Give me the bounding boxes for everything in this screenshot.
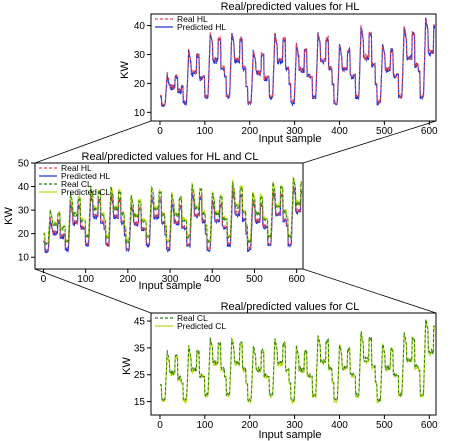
chart-cl: Real/predicted values for CL Input sampl… xyxy=(121,301,438,441)
legend-label: Predicted CL xyxy=(61,187,110,197)
x-tick-label: 300 xyxy=(162,274,179,285)
x-tick-label: 200 xyxy=(241,126,258,137)
y-tick-label: 35 xyxy=(134,343,146,354)
x-tick-label: 0 xyxy=(41,274,47,285)
series-group xyxy=(160,319,435,405)
x-tick-label: 300 xyxy=(286,126,303,137)
legend-label: Real CL xyxy=(61,179,92,189)
x-tick-label: 400 xyxy=(331,126,348,137)
x-axis-label: Input sample xyxy=(139,280,202,292)
y-tick-label: 50 xyxy=(18,159,30,170)
x-tick-label: 100 xyxy=(197,126,214,137)
x-tick-label: 0 xyxy=(157,420,163,431)
x-axis-label: Input sample xyxy=(259,429,322,441)
x-tick-label: 500 xyxy=(246,274,263,285)
x-tick-label: 600 xyxy=(421,420,438,431)
y-tick-label: 30 xyxy=(18,206,30,217)
y-tick-label: 20 xyxy=(18,229,30,240)
legend-label: Real HL xyxy=(177,14,208,24)
series-line-real-hl xyxy=(43,185,302,253)
x-axis-label: Input sample xyxy=(259,133,322,145)
plot-area xyxy=(34,162,304,270)
chart-hl-cl: Real/predicted values for HL and CL Inpu… xyxy=(3,151,305,292)
x-tick-label: 400 xyxy=(331,420,348,431)
y-tick-label: 25 xyxy=(134,370,146,381)
x-tick-label: 600 xyxy=(421,126,438,137)
legend-label: Predicted HL xyxy=(177,22,226,32)
y-tick-label: 10 xyxy=(134,108,146,119)
connector-line xyxy=(34,268,152,314)
y-tick-label: 10 xyxy=(18,253,30,264)
series-group xyxy=(43,176,302,254)
y-tick-label: 45 xyxy=(134,317,146,328)
series-line-real-cl xyxy=(43,178,302,247)
x-tick-label: 300 xyxy=(286,420,303,431)
x-tick-label: 100 xyxy=(197,420,214,431)
y-tick-label: 15 xyxy=(134,397,146,408)
connector-line xyxy=(34,120,152,164)
legend-label: Real CL xyxy=(177,313,208,323)
chart-title: Real/predicted values for CL xyxy=(221,301,360,313)
x-tick-label: 0 xyxy=(157,126,163,137)
series-group xyxy=(160,17,435,108)
y-tick-label: 40 xyxy=(134,21,146,32)
chart-title: Real/predicted values for HL and CL xyxy=(82,151,259,163)
y-axis-label: KW xyxy=(119,61,131,79)
y-tick-label: 20 xyxy=(134,79,146,90)
x-tick-label: 500 xyxy=(376,126,393,137)
legend-label: Predicted HL xyxy=(61,171,110,181)
y-tick-label: 30 xyxy=(134,50,146,61)
x-tick-label: 400 xyxy=(204,274,221,285)
y-axis-label: KW xyxy=(121,357,133,375)
legend-label: Real HL xyxy=(61,163,92,173)
x-tick-label: 200 xyxy=(120,274,137,285)
plot-area xyxy=(150,312,437,416)
x-tick-label: 500 xyxy=(376,420,393,431)
connector-line xyxy=(302,268,437,314)
chart-hl: Real/predicted values for HL Input sampl… xyxy=(119,1,438,145)
x-tick-label: 200 xyxy=(241,420,258,431)
y-axis-label: KW xyxy=(3,207,15,225)
y-tick-label: 40 xyxy=(18,182,30,193)
series-line-real-cl xyxy=(160,320,435,403)
panel-connectors xyxy=(34,120,437,314)
chart-title: Real/predicted values for HL xyxy=(221,1,360,13)
connector-line xyxy=(302,120,437,164)
x-tick-label: 100 xyxy=(77,274,94,285)
x-tick-label: 600 xyxy=(288,274,305,285)
legend-label: Predicted CL xyxy=(177,321,226,331)
